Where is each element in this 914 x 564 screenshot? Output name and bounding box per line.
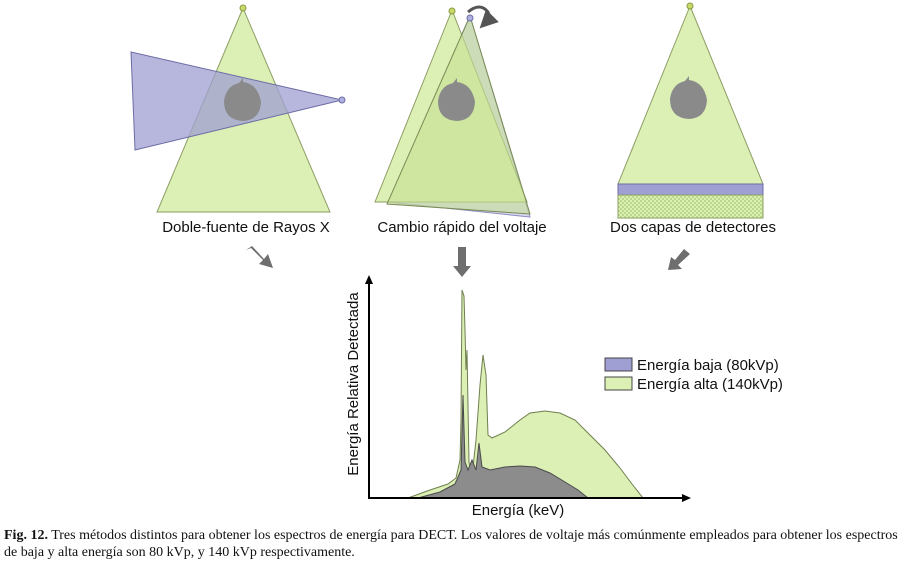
figure-caption: Fig. 12. Tres métodos distintos para obt… bbox=[4, 527, 912, 561]
kv-switching-panel: Cambio rápido del voltaje bbox=[374, 5, 547, 236]
legend-label-low: Energía baja (80kVp) bbox=[637, 357, 779, 374]
x-ray-source-icon bbox=[466, 14, 474, 22]
spectrum-high-energy-area bbox=[407, 289, 645, 499]
energy-spectrum-chart: Energía Relativa Detectada Energía (keV)… bbox=[345, 275, 783, 519]
down-arrow-icon bbox=[668, 249, 690, 270]
patient-phantom-icon bbox=[224, 78, 261, 121]
down-arrow-icon bbox=[453, 247, 471, 277]
y-axis-arrowhead bbox=[365, 275, 373, 284]
x-ray-source-icon bbox=[448, 7, 456, 15]
y-axis-label: Energía Relativa Detectada bbox=[345, 292, 362, 476]
legend-swatch-low bbox=[604, 357, 633, 372]
caption-text: Tres métodos distintos para obtener los … bbox=[4, 528, 898, 560]
rotation-arrow-icon bbox=[467, 5, 499, 29]
method-label-kv-switching: Cambio rápido del voltaje bbox=[377, 219, 546, 236]
x-ray-source-icon bbox=[338, 96, 346, 104]
dual-layer-panel: Dos capas de detectores bbox=[610, 2, 776, 236]
detector-layer-low bbox=[617, 183, 764, 196]
caption-label: Fig. 12. bbox=[4, 528, 48, 543]
legend-swatch-high bbox=[604, 376, 633, 391]
x-ray-source-icon bbox=[686, 2, 694, 10]
legend-label-high: Energía alta (140kVp) bbox=[637, 376, 783, 393]
flow-arrows bbox=[246, 246, 690, 277]
detector-layer-high bbox=[617, 194, 764, 219]
method-label-dual-source: Doble-fuente de Rayos X bbox=[162, 219, 330, 236]
spectrum-low-energy-area bbox=[417, 394, 590, 499]
method-label-dual-layer: Dos capas de detectores bbox=[610, 219, 776, 236]
dect-figure: Doble-fuente de Rayos X Cambio rápido de… bbox=[130, 2, 783, 519]
x-axis-label: Energía (keV) bbox=[472, 502, 565, 519]
x-ray-source-icon bbox=[239, 4, 247, 12]
legend: Energía baja (80kVp) Energía alta (140kV… bbox=[604, 357, 783, 393]
dual-source-panel: Doble-fuente de Rayos X bbox=[130, 4, 346, 236]
patient-phantom-icon bbox=[670, 76, 707, 119]
x-axis-arrowhead bbox=[682, 494, 691, 502]
down-arrow-icon bbox=[246, 246, 273, 268]
patient-phantom-icon bbox=[438, 78, 475, 121]
